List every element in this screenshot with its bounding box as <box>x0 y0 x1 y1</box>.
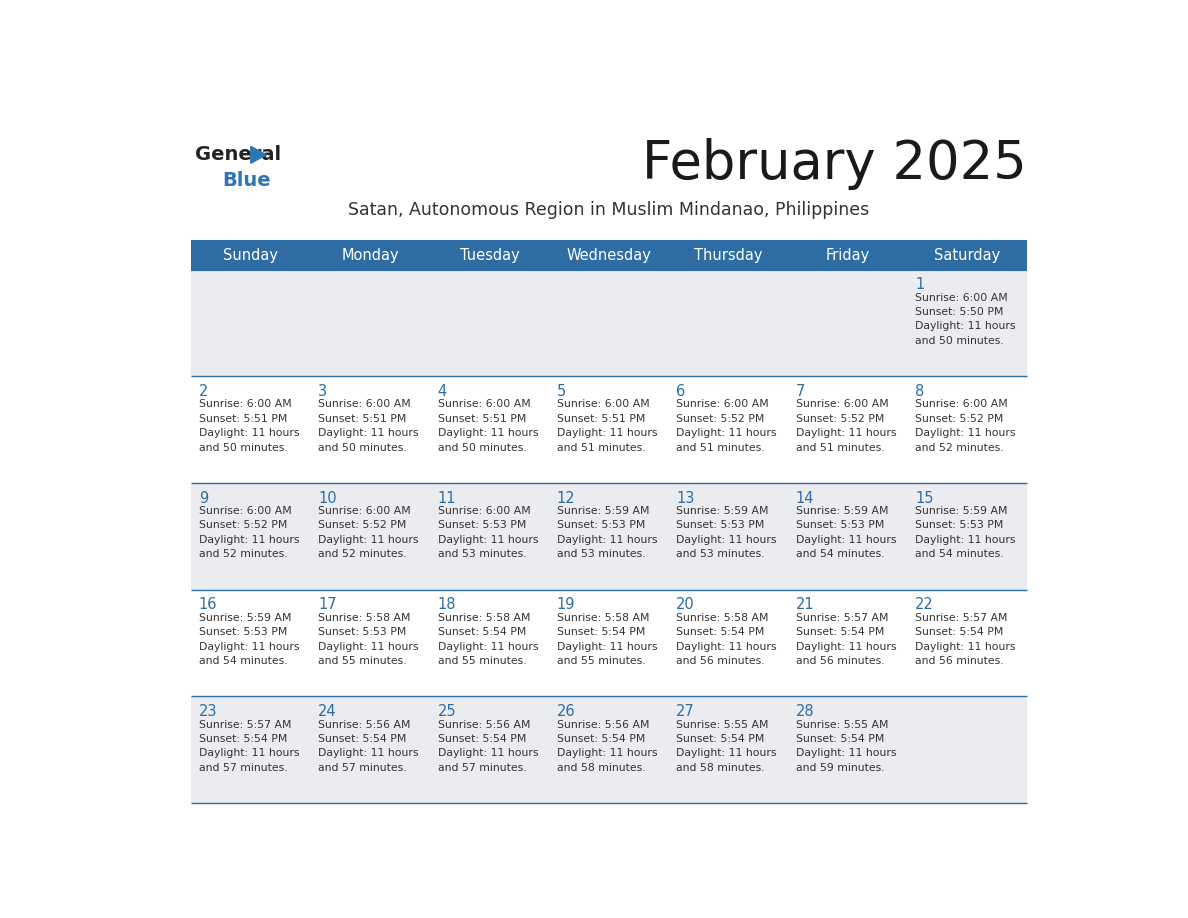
Text: Sunrise: 5:58 AM
Sunset: 5:54 PM
Daylight: 11 hours
and 55 minutes.: Sunrise: 5:58 AM Sunset: 5:54 PM Dayligh… <box>437 613 538 666</box>
Text: 14: 14 <box>796 491 814 506</box>
Text: Sunrise: 6:00 AM
Sunset: 5:52 PM
Daylight: 11 hours
and 52 minutes.: Sunrise: 6:00 AM Sunset: 5:52 PM Dayligh… <box>198 506 299 559</box>
Text: 20: 20 <box>676 598 695 612</box>
Text: Sunrise: 5:57 AM
Sunset: 5:54 PM
Daylight: 11 hours
and 56 minutes.: Sunrise: 5:57 AM Sunset: 5:54 PM Dayligh… <box>915 613 1016 666</box>
Text: 7: 7 <box>796 384 805 399</box>
Text: Tuesday: Tuesday <box>460 248 519 263</box>
Text: Sunrise: 6:00 AM
Sunset: 5:50 PM
Daylight: 11 hours
and 50 minutes.: Sunrise: 6:00 AM Sunset: 5:50 PM Dayligh… <box>915 293 1016 346</box>
Text: Blue: Blue <box>222 171 271 190</box>
Text: 25: 25 <box>437 704 456 719</box>
Text: 5: 5 <box>557 384 567 399</box>
Text: Monday: Monday <box>341 248 399 263</box>
Text: 19: 19 <box>557 598 575 612</box>
Text: February 2025: February 2025 <box>642 138 1026 190</box>
Text: Sunrise: 6:00 AM
Sunset: 5:52 PM
Daylight: 11 hours
and 51 minutes.: Sunrise: 6:00 AM Sunset: 5:52 PM Dayligh… <box>676 399 777 453</box>
Bar <box>191 270 1026 376</box>
Text: Thursday: Thursday <box>694 248 763 263</box>
Text: Sunrise: 6:00 AM
Sunset: 5:52 PM
Daylight: 11 hours
and 52 minutes.: Sunrise: 6:00 AM Sunset: 5:52 PM Dayligh… <box>915 399 1016 453</box>
Text: 8: 8 <box>915 384 924 399</box>
Text: 11: 11 <box>437 491 456 506</box>
Text: 12: 12 <box>557 491 575 506</box>
Text: 27: 27 <box>676 704 695 719</box>
Text: Sunrise: 5:57 AM
Sunset: 5:54 PM
Daylight: 11 hours
and 57 minutes.: Sunrise: 5:57 AM Sunset: 5:54 PM Dayligh… <box>198 720 299 773</box>
Bar <box>191 376 1026 483</box>
Text: Sunrise: 5:59 AM
Sunset: 5:53 PM
Daylight: 11 hours
and 53 minutes.: Sunrise: 5:59 AM Sunset: 5:53 PM Dayligh… <box>676 506 777 559</box>
Bar <box>191 697 1026 803</box>
Text: 16: 16 <box>198 598 217 612</box>
Text: 24: 24 <box>318 704 337 719</box>
Text: Sunrise: 5:55 AM
Sunset: 5:54 PM
Daylight: 11 hours
and 59 minutes.: Sunrise: 5:55 AM Sunset: 5:54 PM Dayligh… <box>796 720 896 773</box>
Text: Sunrise: 5:59 AM
Sunset: 5:53 PM
Daylight: 11 hours
and 54 minutes.: Sunrise: 5:59 AM Sunset: 5:53 PM Dayligh… <box>198 613 299 666</box>
Text: 6: 6 <box>676 384 685 399</box>
Text: 3: 3 <box>318 384 328 399</box>
Text: Sunrise: 5:55 AM
Sunset: 5:54 PM
Daylight: 11 hours
and 58 minutes.: Sunrise: 5:55 AM Sunset: 5:54 PM Dayligh… <box>676 720 777 773</box>
Text: Sunday: Sunday <box>223 248 278 263</box>
Text: Sunrise: 5:58 AM
Sunset: 5:53 PM
Daylight: 11 hours
and 55 minutes.: Sunrise: 5:58 AM Sunset: 5:53 PM Dayligh… <box>318 613 418 666</box>
Text: Saturday: Saturday <box>934 248 1000 263</box>
Text: 4: 4 <box>437 384 447 399</box>
Polygon shape <box>251 146 266 163</box>
Text: Sunrise: 6:00 AM
Sunset: 5:51 PM
Daylight: 11 hours
and 51 minutes.: Sunrise: 6:00 AM Sunset: 5:51 PM Dayligh… <box>557 399 657 453</box>
Bar <box>191 483 1026 589</box>
Text: Sunrise: 6:00 AM
Sunset: 5:52 PM
Daylight: 11 hours
and 51 minutes.: Sunrise: 6:00 AM Sunset: 5:52 PM Dayligh… <box>796 399 896 453</box>
Text: Sunrise: 5:57 AM
Sunset: 5:54 PM
Daylight: 11 hours
and 56 minutes.: Sunrise: 5:57 AM Sunset: 5:54 PM Dayligh… <box>796 613 896 666</box>
Text: Sunrise: 6:00 AM
Sunset: 5:51 PM
Daylight: 11 hours
and 50 minutes.: Sunrise: 6:00 AM Sunset: 5:51 PM Dayligh… <box>437 399 538 453</box>
Text: Sunrise: 6:00 AM
Sunset: 5:53 PM
Daylight: 11 hours
and 53 minutes.: Sunrise: 6:00 AM Sunset: 5:53 PM Dayligh… <box>437 506 538 559</box>
Text: Sunrise: 5:56 AM
Sunset: 5:54 PM
Daylight: 11 hours
and 58 minutes.: Sunrise: 5:56 AM Sunset: 5:54 PM Dayligh… <box>557 720 657 773</box>
Text: Friday: Friday <box>826 248 870 263</box>
Text: Sunrise: 5:59 AM
Sunset: 5:53 PM
Daylight: 11 hours
and 54 minutes.: Sunrise: 5:59 AM Sunset: 5:53 PM Dayligh… <box>915 506 1016 559</box>
Text: 10: 10 <box>318 491 337 506</box>
Text: 13: 13 <box>676 491 695 506</box>
Text: Sunrise: 5:58 AM
Sunset: 5:54 PM
Daylight: 11 hours
and 55 minutes.: Sunrise: 5:58 AM Sunset: 5:54 PM Dayligh… <box>557 613 657 666</box>
Text: 15: 15 <box>915 491 934 506</box>
Text: 26: 26 <box>557 704 575 719</box>
Text: Sunrise: 6:00 AM
Sunset: 5:51 PM
Daylight: 11 hours
and 50 minutes.: Sunrise: 6:00 AM Sunset: 5:51 PM Dayligh… <box>318 399 418 453</box>
Text: 21: 21 <box>796 598 814 612</box>
Text: Sunrise: 5:59 AM
Sunset: 5:53 PM
Daylight: 11 hours
and 53 minutes.: Sunrise: 5:59 AM Sunset: 5:53 PM Dayligh… <box>557 506 657 559</box>
Bar <box>191 241 1026 270</box>
Text: Satan, Autonomous Region in Muslim Mindanao, Philippines: Satan, Autonomous Region in Muslim Minda… <box>348 201 870 219</box>
Text: 18: 18 <box>437 598 456 612</box>
Text: Sunrise: 5:59 AM
Sunset: 5:53 PM
Daylight: 11 hours
and 54 minutes.: Sunrise: 5:59 AM Sunset: 5:53 PM Dayligh… <box>796 506 896 559</box>
Text: General: General <box>195 145 282 164</box>
Text: 17: 17 <box>318 598 337 612</box>
Text: Wednesday: Wednesday <box>567 248 651 263</box>
Bar <box>191 589 1026 697</box>
Text: 28: 28 <box>796 704 814 719</box>
Text: 2: 2 <box>198 384 208 399</box>
Text: Sunrise: 6:00 AM
Sunset: 5:52 PM
Daylight: 11 hours
and 52 minutes.: Sunrise: 6:00 AM Sunset: 5:52 PM Dayligh… <box>318 506 418 559</box>
Text: Sunrise: 5:56 AM
Sunset: 5:54 PM
Daylight: 11 hours
and 57 minutes.: Sunrise: 5:56 AM Sunset: 5:54 PM Dayligh… <box>437 720 538 773</box>
Text: 9: 9 <box>198 491 208 506</box>
Text: 23: 23 <box>198 704 217 719</box>
Text: 1: 1 <box>915 277 924 292</box>
Text: Sunrise: 5:58 AM
Sunset: 5:54 PM
Daylight: 11 hours
and 56 minutes.: Sunrise: 5:58 AM Sunset: 5:54 PM Dayligh… <box>676 613 777 666</box>
Text: Sunrise: 5:56 AM
Sunset: 5:54 PM
Daylight: 11 hours
and 57 minutes.: Sunrise: 5:56 AM Sunset: 5:54 PM Dayligh… <box>318 720 418 773</box>
Text: 22: 22 <box>915 598 934 612</box>
Text: Sunrise: 6:00 AM
Sunset: 5:51 PM
Daylight: 11 hours
and 50 minutes.: Sunrise: 6:00 AM Sunset: 5:51 PM Dayligh… <box>198 399 299 453</box>
